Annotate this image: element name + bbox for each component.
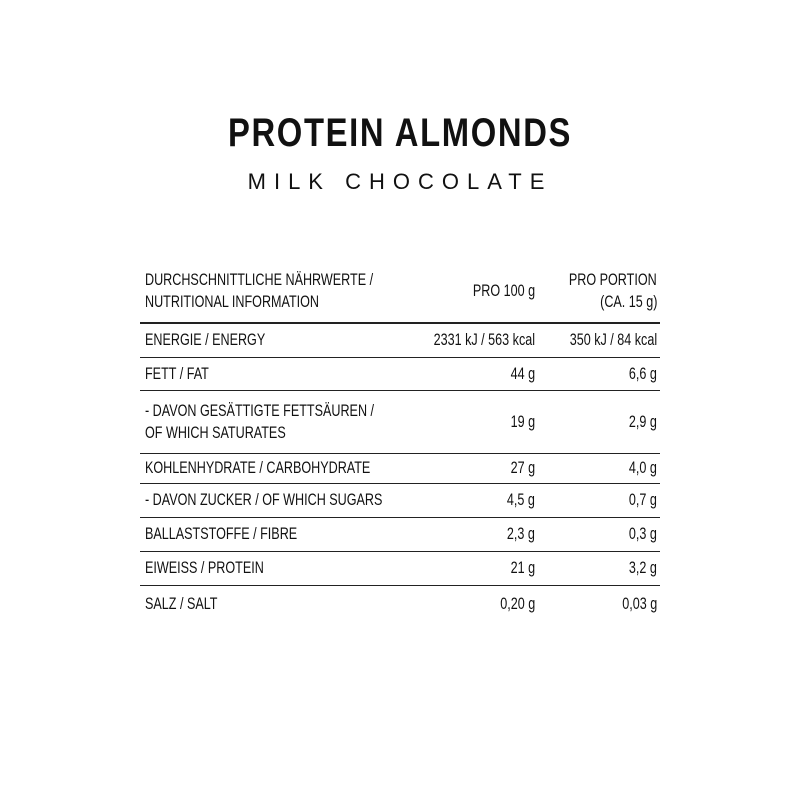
table-cell: 27 g: [510, 458, 535, 477]
table-cell: 3,2 g: [629, 558, 657, 577]
column-header: PRO 100 g: [472, 280, 535, 300]
table-cell: 0,03 g: [622, 593, 657, 613]
table-cell: EIWEISS / PROTEIN: [145, 558, 264, 577]
table-cell: 350 kJ / 84 kcal: [569, 330, 657, 349]
row-rule: [140, 357, 660, 358]
table-cell: KOHLENHYDRATE / CARBOHYDRATE: [145, 458, 371, 477]
table-cell: 6,6 g: [629, 363, 657, 383]
product-subtitle: MILK CHOCOLATE: [247, 169, 553, 194]
row-rule: [140, 453, 660, 454]
table-cell: FETT / FAT: [145, 363, 209, 383]
table-cell: OF WHICH SATURATES: [145, 422, 286, 442]
table-cell: 2331 kJ / 563 kcal: [433, 330, 535, 349]
table-cell: 0,20 g: [500, 593, 535, 613]
table-cell: 21 g: [510, 558, 535, 577]
table-cell: 2,9 g: [629, 411, 657, 431]
table-cell: BALLASTSTOFFE / FIBRE: [145, 524, 298, 543]
row-rule: [140, 585, 660, 586]
table-cell: 2,3 g: [507, 524, 535, 543]
column-header: PRO PORTION: [569, 269, 657, 289]
table-cell: ENERGIE / ENERGY: [145, 330, 266, 349]
row-rule: [140, 483, 660, 484]
row-rule: [140, 390, 660, 391]
table-cell: 4,0 g: [629, 458, 657, 477]
product-title: PROTEIN ALMONDS: [227, 111, 573, 155]
column-header: NUTRITIONAL INFORMATION: [145, 291, 320, 311]
table-cell: 0,7 g: [629, 490, 657, 509]
table-cell: - DAVON GESÄTTIGTE FETTSÄUREN /: [145, 400, 375, 420]
column-header: (CA. 15 g): [599, 291, 657, 311]
table-cell: - DAVON ZUCKER / OF WHICH SUGARS: [145, 490, 383, 509]
row-rule: [140, 517, 660, 518]
table-cell: 4,5 g: [507, 490, 535, 509]
header-rule: [140, 322, 660, 324]
table-cell: 44 g: [510, 363, 535, 383]
row-rule: [140, 551, 660, 552]
table-cell: SALZ / SALT: [145, 593, 218, 613]
table-cell: 19 g: [510, 411, 535, 431]
table-cell: 0,3 g: [629, 524, 657, 543]
column-header: DURCHSCHNITTLICHE NÄHRWERTE /: [145, 269, 374, 289]
